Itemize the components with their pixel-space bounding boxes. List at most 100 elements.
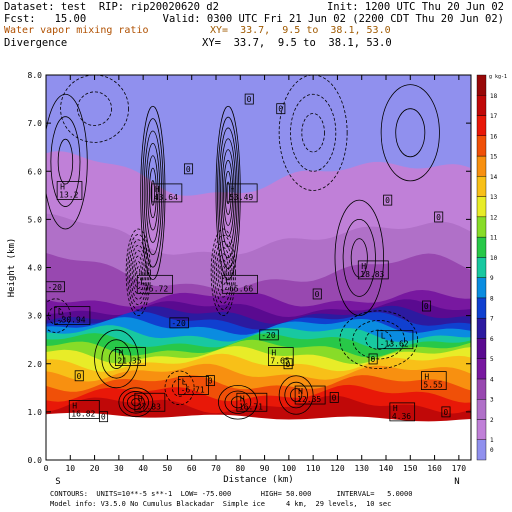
contour-label: 0 xyxy=(286,360,291,369)
x-tick-label: 60 xyxy=(187,464,197,473)
contour-label: 0 xyxy=(77,372,82,381)
contour-label: 0 xyxy=(424,302,429,311)
contour-negative xyxy=(171,378,188,397)
model-info: Model info: V3.5.0 No Cumulus Blackadar … xyxy=(50,500,392,508)
high-box xyxy=(56,181,83,200)
contour-positive xyxy=(131,398,141,407)
contour-label: 0 xyxy=(332,393,337,402)
colorbar-level: 16 xyxy=(490,133,498,140)
x-tick-label: 50 xyxy=(163,464,173,473)
colorbar-swatch xyxy=(476,338,487,359)
contour-label-box xyxy=(259,329,279,341)
x-tick-label: 150 xyxy=(403,464,418,473)
colorbar-swatch xyxy=(476,358,487,380)
high-box xyxy=(236,392,268,412)
high-box xyxy=(68,400,100,419)
axes: 0 10 20 30 40 50 60 70 80 90 100 110 120 130 140 150 160… xyxy=(7,71,471,487)
contour-extrema-labels: H13.2H43.64H53.49H18.83H21.35H7.65H12.35… xyxy=(45,93,451,423)
high-letter: H xyxy=(72,401,77,410)
contour-positive xyxy=(108,348,125,369)
contour-positive xyxy=(226,181,231,205)
high-box xyxy=(294,385,326,405)
colorbar-level: 7 xyxy=(490,316,494,323)
contour-negative xyxy=(130,244,147,300)
colorbar-level: 2 xyxy=(490,417,494,424)
contour-label-box xyxy=(276,103,286,115)
high-letter: H xyxy=(230,185,235,194)
high-box xyxy=(226,183,258,203)
x-tick-label: 30 xyxy=(114,464,124,473)
colorbar-level: 12 xyxy=(490,214,498,221)
high-letter: H xyxy=(361,262,366,271)
low-box xyxy=(54,306,91,326)
colorbar-swatch xyxy=(476,277,487,299)
high-letter: H xyxy=(155,185,160,194)
contour-label-box xyxy=(99,411,109,423)
colorbar-level: 5 xyxy=(490,356,494,363)
y-tick-label: 5.0 xyxy=(28,215,43,224)
contour-negative xyxy=(214,240,233,304)
contour-positive xyxy=(218,385,258,420)
field2-cross-section: XY= 33.7, 9.5 to 38.1, 53.0 xyxy=(202,37,392,49)
high-letter: H xyxy=(118,349,123,358)
init-time: Init: 1200 UTC Thu 20 Jun 02 xyxy=(326,1,504,13)
low-box xyxy=(377,330,414,350)
contour-positive xyxy=(50,116,81,207)
x-tick-label: 10 xyxy=(65,464,75,473)
high-letter: H xyxy=(298,387,303,396)
contour-negative xyxy=(221,265,226,279)
high-box xyxy=(357,260,389,280)
y-tick-label: 2.0 xyxy=(28,360,43,369)
contour-label-box xyxy=(244,93,254,105)
contour-negative xyxy=(301,113,325,153)
contour-label: -20 xyxy=(261,331,276,340)
colorbar-swatch xyxy=(476,399,487,420)
contour-label: 0 xyxy=(186,165,191,174)
high-value: 16.71 xyxy=(239,402,263,411)
contour-negative xyxy=(219,259,228,286)
contour-positive xyxy=(342,218,376,297)
contour-positive xyxy=(57,138,74,185)
contour-negative xyxy=(365,329,393,350)
contour-negative xyxy=(164,370,195,406)
contour-positive xyxy=(334,199,384,317)
contour-positive xyxy=(46,93,88,230)
contour-positive xyxy=(290,388,303,402)
x-tick-label: 170 xyxy=(452,464,467,473)
high-value: 12.35 xyxy=(297,395,321,404)
contour-negative xyxy=(210,228,236,317)
x-tick-label: 130 xyxy=(354,464,369,473)
contour-negative xyxy=(125,228,151,317)
high-value: 13.2 xyxy=(59,191,78,200)
high-value: 4.36 xyxy=(392,412,411,421)
low-value: -65.66 xyxy=(224,284,253,293)
low-value: -30.94 xyxy=(57,316,86,325)
dataset-label: Dataset: test RIP: rip20020620 d2 xyxy=(4,1,219,13)
colorbar-swatch xyxy=(476,439,487,461)
contour-negative xyxy=(131,250,145,295)
high-value: 18.83 xyxy=(360,270,384,279)
field1-cross-section: XY= 33.7, 9.5 to 38.1, 53.0 xyxy=(210,25,391,36)
contour-negative xyxy=(339,310,418,369)
contour-label-box xyxy=(283,358,293,370)
contour-positive xyxy=(380,84,440,182)
low-letter: L xyxy=(182,377,187,386)
contour-negative xyxy=(127,234,150,311)
left-end-label: S xyxy=(55,477,60,487)
contour-label: 0 xyxy=(443,408,448,417)
divergence-contours xyxy=(46,75,440,420)
contour-positive xyxy=(140,105,166,280)
high-value: 21.35 xyxy=(117,357,141,366)
x-tick-label: 20 xyxy=(90,464,100,473)
contour-negative xyxy=(212,234,235,310)
contour-label: 0 xyxy=(278,105,283,114)
contour-label: -20 xyxy=(48,283,63,292)
colorbar-swatch xyxy=(476,236,487,258)
contour-negative xyxy=(290,93,337,172)
contour-negative xyxy=(136,266,141,279)
y-tick-label: 1.0 xyxy=(28,408,43,417)
high-box xyxy=(134,392,166,412)
y-tick-label: 0.0 xyxy=(28,456,43,465)
colorbar-level: 6 xyxy=(490,336,494,343)
